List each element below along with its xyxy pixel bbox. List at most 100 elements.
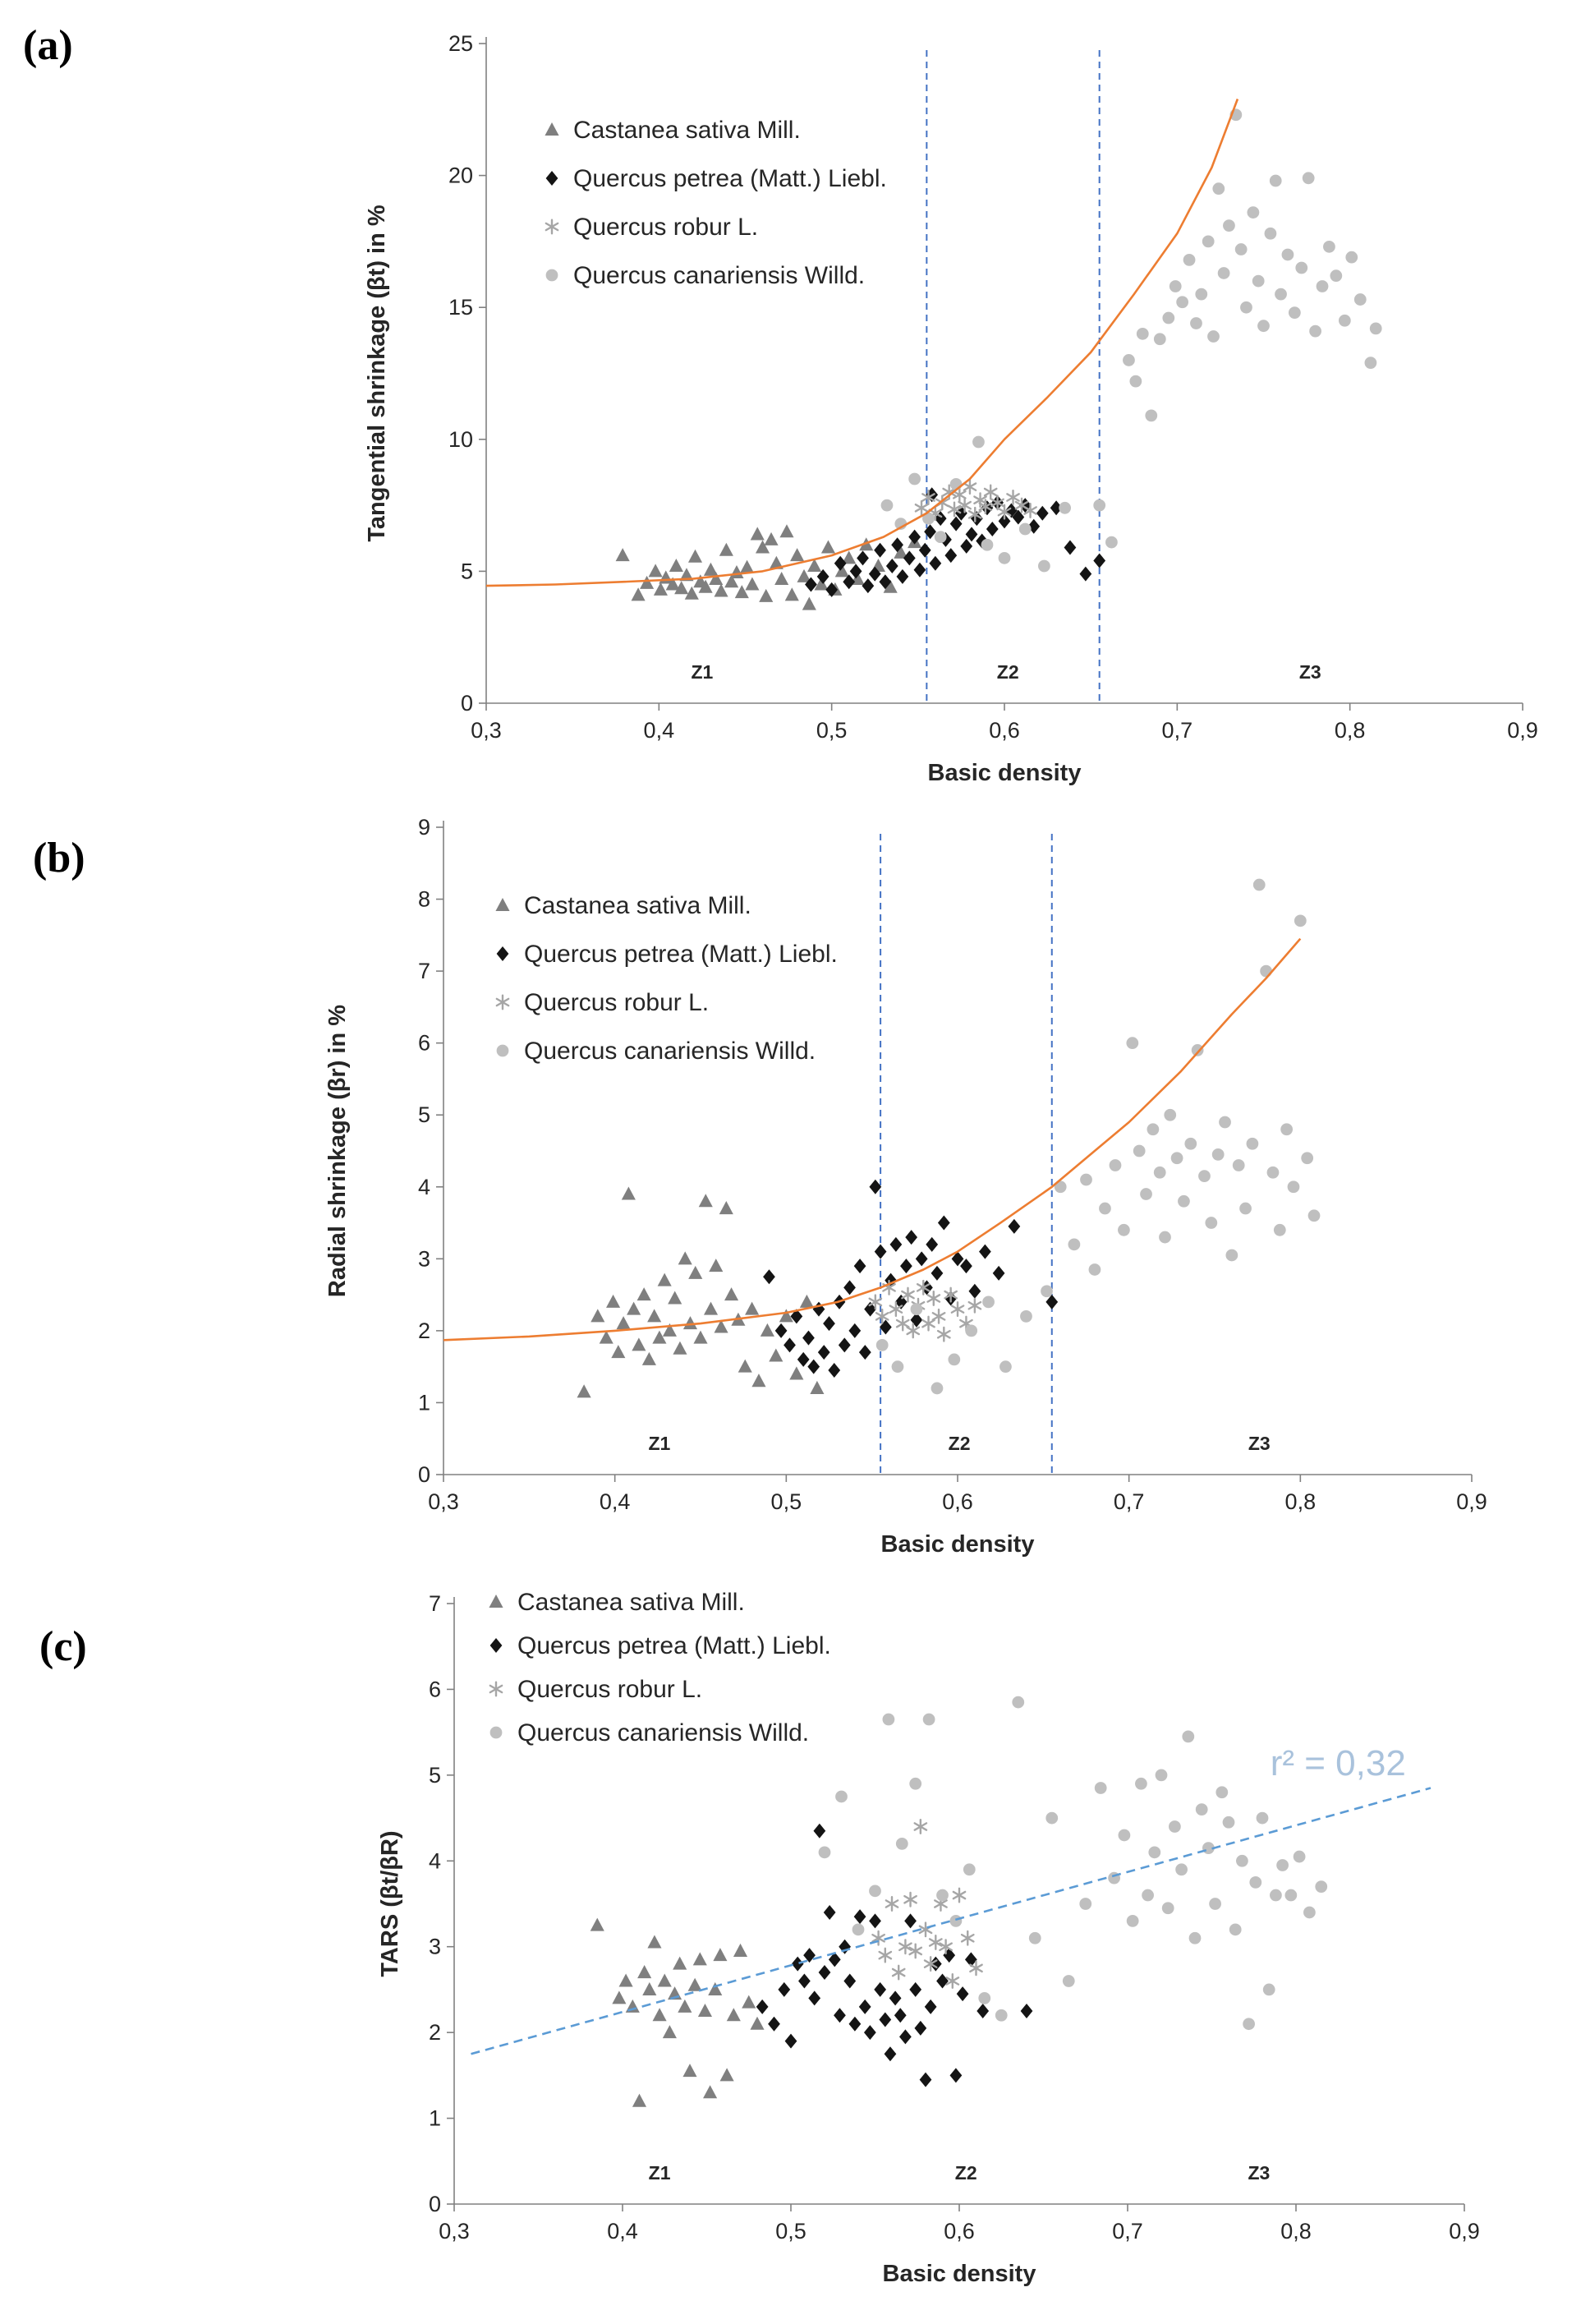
zone-labels: Z1 Z2 Z3 (691, 661, 1321, 683)
circle-marker (1266, 1166, 1280, 1179)
triangle-marker (714, 1319, 728, 1333)
asterisk-marker (967, 1300, 982, 1310)
series-1-points (763, 1179, 1059, 1378)
diamond-marker (848, 2016, 862, 2032)
triangle-marker (807, 558, 822, 572)
y-tick-label: 4 (429, 1848, 441, 1873)
circle-marker (1219, 1116, 1231, 1129)
legend-label: Castanea sativa Mill. (573, 117, 801, 144)
circle-marker (1249, 1876, 1262, 1889)
triangle-marker (577, 1384, 591, 1398)
legend: Castanea sativa Mill. Quercus petrea (Mat… (545, 117, 887, 289)
circle-marker (1176, 296, 1189, 309)
circle-marker (972, 435, 985, 449)
y-tick-label: 25 (448, 31, 473, 56)
circle-marker (1276, 1859, 1289, 1871)
diamond-marker (894, 2008, 907, 2023)
asterisk-marker (947, 504, 962, 514)
x-tick-label: 0,5 (775, 2219, 806, 2243)
tangential-shrinkage-chart: 0 5 10 15 20 25 0,3 0,4 0,5 0,6 0,7 0,8 0,9 Z1 Z2 Z3 Cas… (364, 31, 1538, 786)
circle-marker (1315, 1880, 1328, 1893)
zone-label: Z3 (1248, 1433, 1271, 1454)
diamond-marker (802, 1330, 815, 1346)
triangle-marker (647, 1935, 662, 1949)
zone-label: Z1 (691, 661, 713, 683)
y-tick-label: 15 (448, 295, 473, 320)
circle-marker (1118, 1223, 1130, 1236)
asterisk-marker (978, 502, 993, 512)
triangle-marker (719, 542, 733, 556)
triangle-marker (621, 1186, 636, 1200)
circle-marker (895, 1838, 908, 1850)
asterisk-marker (885, 1899, 899, 1908)
triangle-marker (755, 540, 770, 554)
triangle-marker (668, 1291, 682, 1305)
circle-marker (1045, 1811, 1059, 1825)
y-axis-title: Radial shrinkage (βr) in % (324, 1005, 351, 1297)
triangle-marker (703, 562, 718, 576)
legend-label: Quercus robur L. (517, 1676, 702, 1703)
diamond-marker (858, 1999, 871, 2014)
triangle-marker (738, 1359, 752, 1373)
circle-marker (1088, 1263, 1101, 1276)
x-axis-title: Basic density (928, 760, 1082, 786)
asterisk-marker (973, 495, 987, 505)
diamond-marker (937, 1215, 950, 1231)
series-2-points (868, 1279, 982, 1342)
triangle-marker (673, 1341, 687, 1355)
diamond-marker (863, 2025, 876, 2041)
x-tick-label: 0,4 (644, 718, 675, 743)
circle-marker (982, 1295, 995, 1309)
circle-marker (1105, 536, 1118, 549)
diamond-marker (828, 1952, 841, 1967)
diamond-marker (908, 529, 921, 545)
circle-marker (1164, 1108, 1177, 1121)
series-3-points (880, 108, 1382, 573)
triangle-marker (751, 1374, 766, 1387)
triangle-marker (640, 575, 655, 589)
diamond-marker (774, 1323, 788, 1338)
triangle-marker (647, 1309, 662, 1323)
asterisk-marker (952, 490, 967, 499)
zone-divider-lines (880, 834, 1053, 1475)
x-tick-label: 0,9 (1449, 2219, 1480, 2243)
diamond-marker (768, 2016, 780, 2032)
triangle-marker (636, 1287, 651, 1301)
triangle-marker (810, 1380, 825, 1394)
asterisk-marker (997, 507, 1012, 517)
circle-marker (1234, 243, 1248, 255)
axes: 0 5 10 15 20 25 0,3 0,4 0,5 0,6 0,7 0,8 0,9 (448, 31, 1538, 743)
y-tick-label: 8 (418, 887, 430, 912)
triangle-marker (662, 2025, 677, 2039)
x-tick-label: 0,9 (1456, 1489, 1487, 1514)
y-tick-label: 5 (461, 559, 473, 583)
circle-marker (1198, 1170, 1211, 1183)
circle-marker (1062, 1975, 1075, 1987)
diamond-marker (1012, 509, 1025, 525)
diamond-marker (910, 1312, 923, 1328)
asterisk-marker (1023, 506, 1037, 515)
triangle-marker (719, 2068, 734, 2082)
circle-marker (1273, 1223, 1286, 1236)
circle-marker (1316, 280, 1329, 292)
diamond-marker (879, 2012, 892, 2027)
triangle-marker (687, 549, 703, 563)
circle-marker (934, 531, 947, 544)
triangle-marker (790, 548, 805, 562)
circle-marker (1264, 227, 1277, 240)
circle-marker (1183, 254, 1196, 266)
x-tick-label: 0,7 (1114, 1489, 1145, 1514)
triangle-marker (774, 572, 789, 586)
series-0-points (615, 524, 922, 610)
x-tick-label: 0,5 (816, 718, 848, 743)
circle-marker (1155, 1769, 1168, 1782)
circle-marker (1269, 174, 1282, 187)
diamond-marker (823, 1904, 836, 1920)
circle-marker (1148, 1846, 1161, 1859)
diamond-marker (891, 537, 903, 553)
circle-marker (869, 1885, 881, 1898)
diamond-marker (956, 1986, 969, 2002)
asterisk-marker (914, 503, 929, 513)
circle-marker (818, 1846, 831, 1859)
asterisk-marker (952, 1890, 967, 1900)
